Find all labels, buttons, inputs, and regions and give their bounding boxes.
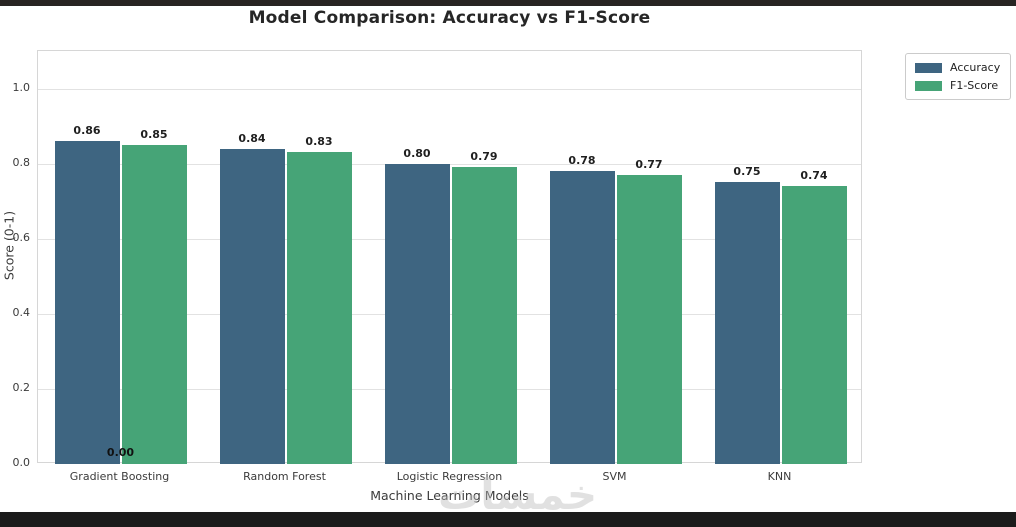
bar-value-label: 0.84 (238, 131, 266, 145)
bar-value-label: 0.75 (733, 165, 761, 179)
bar-value-label: 0.79 (470, 150, 498, 164)
bar-value-label: 0.74 (800, 169, 828, 183)
y-tick-label: 0.2 (12, 380, 31, 394)
accuracy-bar-gradient-boosting (54, 141, 120, 464)
top-black-bar (0, 0, 1016, 6)
gridline (38, 313, 861, 315)
legend-entry-f1-score: F1-Score (915, 79, 1000, 92)
f1-score-bar-gradient-boosting (121, 144, 187, 464)
x-axis-title: Machine Learning Models (370, 488, 529, 503)
y-tick-label: 0.4 (12, 305, 31, 319)
bottom-black-bar (0, 512, 1016, 527)
x-tick-label-gradient-boosting: Gradient Boosting (69, 470, 170, 483)
accuracy-swatch-icon (915, 62, 942, 73)
legend-entry-accuracy: Accuracy (915, 61, 1000, 74)
plot-area: 0.86 0.85 0.84 0.83 0.80 0.79 0.78 0.77 0.75 0.74… (37, 50, 862, 464)
f1-score-bar-svm (616, 174, 682, 464)
legend-label: F1-Score (950, 79, 999, 92)
f1-score-bar-logistic-regression (451, 167, 517, 464)
legend: Accuracy F1-Score (905, 53, 1012, 100)
chart-title: Model Comparison: Accuracy vs F1-Score (248, 8, 651, 28)
bar-value-label: 0.86 (73, 124, 101, 138)
y-axis-title: Score (0-1) (1, 210, 17, 281)
legend-label: Accuracy (950, 61, 1001, 74)
accuracy-bar-svm (549, 171, 615, 464)
f1-score-bar-random-forest (286, 152, 352, 464)
x-tick-label-svm: SVM (602, 470, 627, 483)
f1-score-swatch-icon (915, 80, 942, 91)
accuracy-bar-random-forest (219, 148, 285, 464)
gridline (38, 163, 861, 165)
bar-value-label: 0.83 (305, 135, 333, 149)
y-tick-label: 0.6 (12, 230, 31, 244)
bar-value-label: 0.80 (403, 146, 431, 160)
x-tick-label-logistic-regression: Logistic Regression (396, 470, 503, 483)
bar-value-label: 0.78 (568, 154, 596, 168)
watermark: خمسات (438, 470, 598, 519)
y-tick-label: 0.8 (12, 155, 31, 169)
y-tick-label: 0.0 (12, 456, 31, 469)
x-tick-label-knn: KNN (767, 470, 792, 483)
x-tick-label-random-forest: Random Forest (243, 470, 326, 483)
accuracy-bar-logistic-regression (384, 163, 450, 464)
f1-score-bar-knn (781, 186, 847, 464)
bar-value-label: 0.77 (635, 157, 663, 171)
accuracy-bar-knn (714, 182, 780, 464)
gridline (38, 388, 861, 390)
y-tick-label: 1.0 (12, 80, 31, 94)
bar-value-label: 0.85 (140, 127, 168, 141)
gridline (38, 238, 861, 240)
gridline (38, 88, 861, 90)
zero-value-annotation: 0.00 (106, 446, 135, 459)
